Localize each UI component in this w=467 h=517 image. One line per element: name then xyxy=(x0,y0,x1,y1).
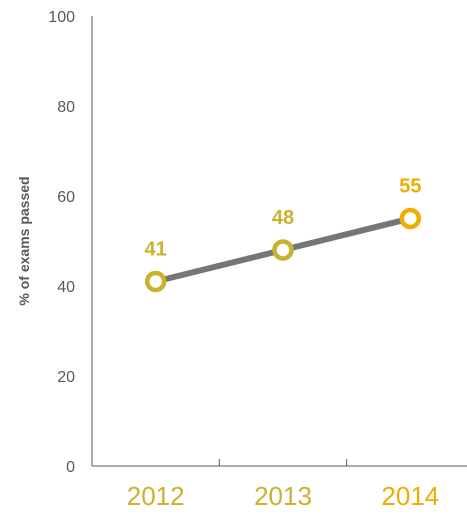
data-point xyxy=(144,270,167,293)
y-tick-label: 60 xyxy=(57,189,75,206)
y-tick-label: 40 xyxy=(57,279,75,296)
data-label: 41 xyxy=(145,239,167,261)
category-label: 2012 xyxy=(127,481,185,511)
category-label: 2014 xyxy=(381,481,439,511)
y-ticks: 0 20 40 60 80 100 xyxy=(48,9,75,476)
y-tick-label: 100 xyxy=(48,9,75,26)
data-label: 55 xyxy=(399,176,421,198)
category-label: 2013 xyxy=(254,481,312,511)
y-axis-title: % of exams passed xyxy=(16,176,32,305)
data-labels: 41 48 55 xyxy=(145,176,422,261)
data-point xyxy=(272,239,294,261)
y-tick-label: 0 xyxy=(66,459,75,476)
series-group xyxy=(144,207,422,293)
data-label: 48 xyxy=(272,207,294,229)
y-tick-label: 80 xyxy=(57,99,75,116)
category-labels: 2012 2013 2014 xyxy=(127,481,440,511)
x-ticks xyxy=(218,459,348,466)
data-point xyxy=(399,207,422,230)
y-tick-label: 20 xyxy=(57,369,75,386)
